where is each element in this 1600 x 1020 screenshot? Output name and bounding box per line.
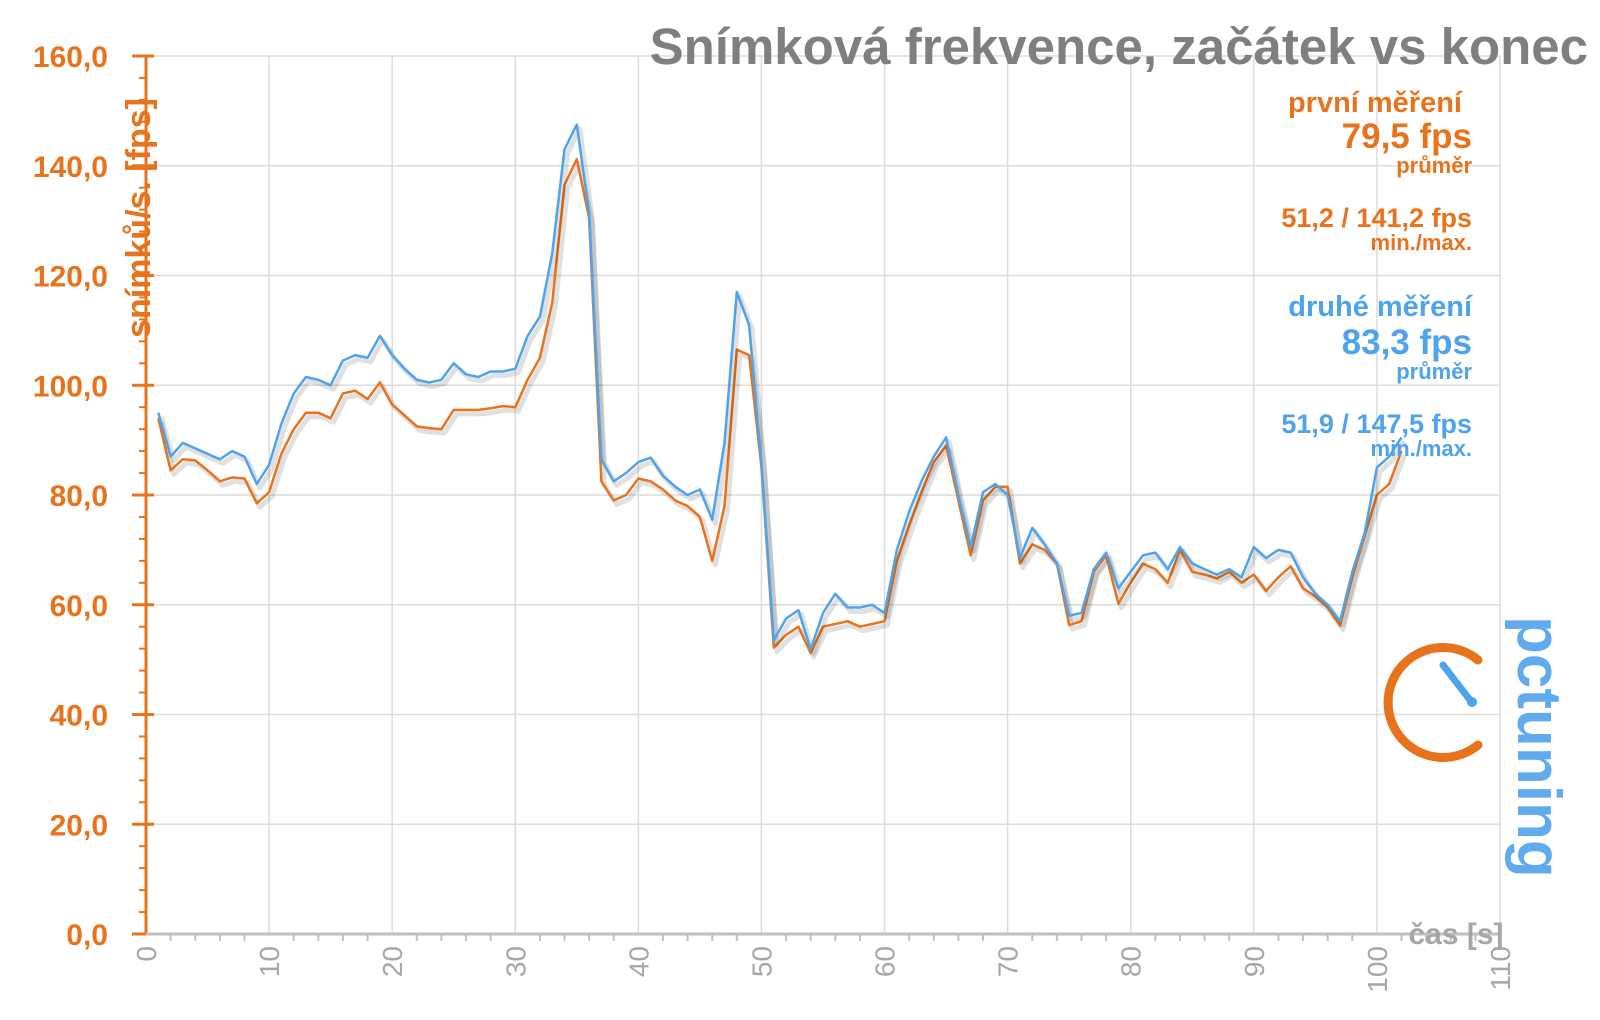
x-tick-label: 70 [993,946,1024,977]
x-tick-label: 20 [377,946,408,977]
x-tick-label: 90 [1239,946,1270,977]
x-axis-label: čas [s] [1408,918,1503,951]
y-tick-label: 120,0 [33,261,108,294]
x-tick-label: 50 [746,946,777,977]
logo-text: pctuning [1504,616,1573,878]
y-tick-label: 20,0 [50,809,108,842]
x-tick-label: 60 [870,946,901,977]
series-line-second [157,123,1403,651]
speedometer-icon [1383,643,1483,762]
x-tick-label: 100 [1362,946,1393,993]
y-tick-label: 0,0 [66,919,108,952]
y-axis-label: snímků/s. [fps] [120,98,158,338]
x-tick-label: 10 [254,946,285,977]
legend-first-minmax: 51,2 / 141,2 fps [1281,203,1472,233]
series-line-first [157,157,1403,655]
chart-title: Snímková frekvence, začátek vs konec [650,18,1588,75]
legend-second-minmax-label: min./max. [1371,436,1472,461]
grid [146,55,1501,934]
y-tick-label: 100,0 [33,370,108,403]
y-tick-label: 160,0 [33,41,108,74]
axes: 0 10 20 30 40 50 60 70 80 90 100 110 0,0 20,0 40,0 60,0… [33,41,1516,993]
pctuning-logo: pctuning [1383,616,1573,878]
legend-second-minmax: 51,9 / 147,5 fps [1281,409,1472,439]
series-shadow [158,126,1407,656]
x-tick-label: 30 [500,946,531,977]
legend: první měření 79,5 fps průměr 51,2 / 141,… [1281,87,1473,461]
y-tick-label: 60,0 [50,590,108,623]
legend-second-avg: 83,3 fps [1342,323,1472,362]
x-tick-label: 80 [1116,946,1147,977]
legend-second-avg-label: průměr [1396,359,1472,384]
legend-second-name: druhé měření [1288,291,1473,323]
legend-first-avg: 79,5 fps [1342,117,1472,156]
y-tick-label: 140,0 [33,151,108,184]
series-shadow [158,160,1407,660]
x-tick-label: 40 [623,946,654,977]
x-tick-label: 110 [1485,946,1516,991]
series-layer [157,123,1407,660]
legend-first-avg-label: průměr [1396,153,1472,178]
x-tick-label: 0 [131,946,162,962]
legend-first-name: první měření [1288,87,1463,119]
legend-first-minmax-label: min./max. [1371,230,1472,255]
y-tick-label: 80,0 [50,480,108,513]
y-tick-label: 40,0 [50,700,108,733]
